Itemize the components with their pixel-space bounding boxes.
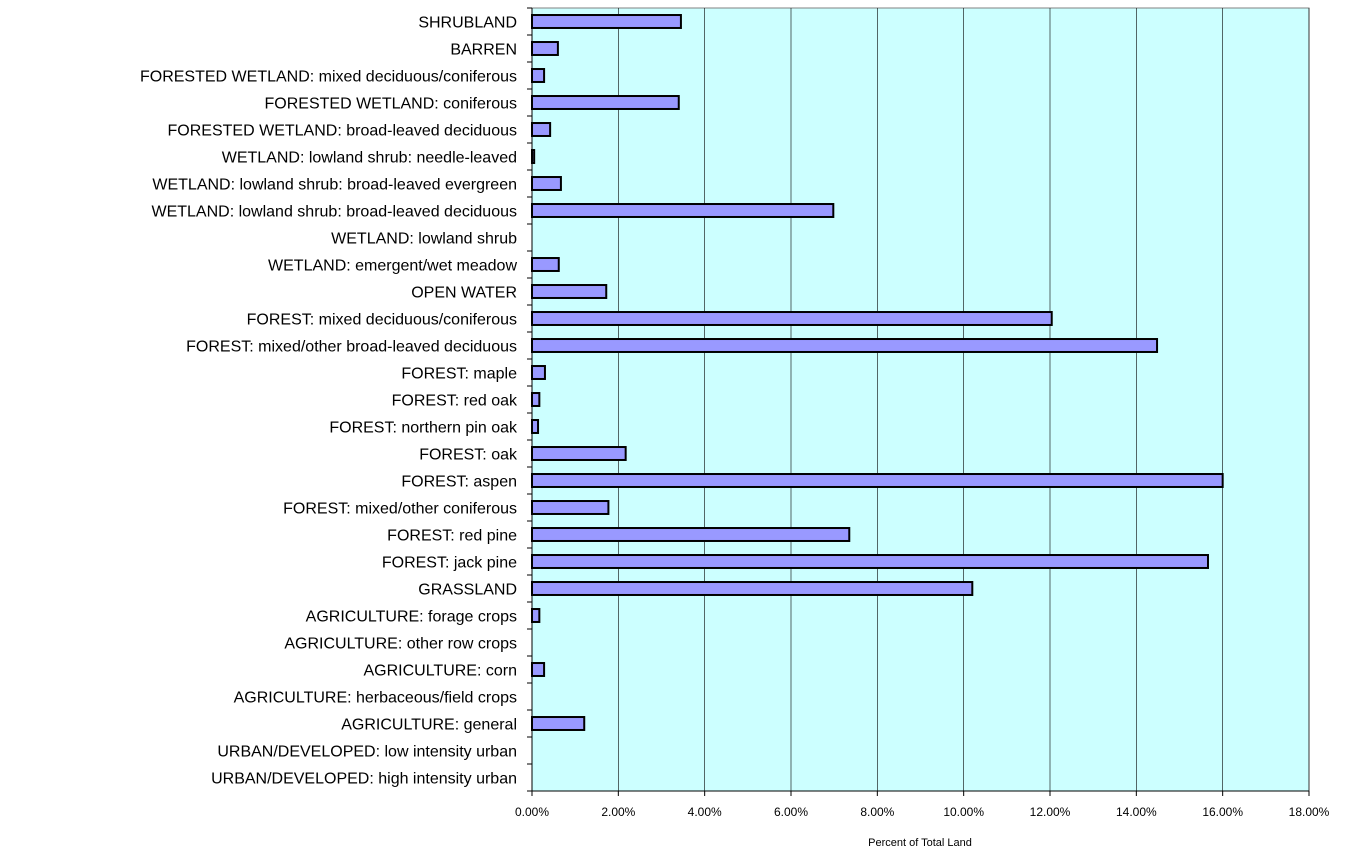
bar — [531, 338, 1159, 353]
category-label: URBAN/DEVELOPED: high intensity urban — [211, 771, 517, 788]
bar — [531, 446, 627, 461]
category-label: WETLAND: lowland shrub — [331, 231, 517, 248]
category-label: OPEN WATER — [411, 285, 517, 302]
bar — [531, 203, 835, 218]
category-label: FORESTED WETLAND: broad-leaved deciduous — [168, 123, 517, 140]
category-label: AGRICULTURE: herbaceous/field crops — [234, 690, 517, 707]
category-label: FOREST: maple — [401, 366, 517, 383]
category-label: FOREST: oak — [419, 447, 518, 464]
category-label: SHRUBLAND — [418, 15, 517, 32]
x-tick-label: 8.00% — [860, 805, 894, 819]
x-tick-label: 2.00% — [601, 805, 635, 819]
bar — [531, 473, 1224, 488]
bar — [531, 716, 586, 731]
category-label: WETLAND: lowland shrub: broad-leaved dec… — [151, 204, 517, 221]
category-label: AGRICULTURE: general — [341, 717, 517, 734]
bar — [531, 527, 851, 542]
bar — [531, 68, 546, 83]
category-label: WETLAND: lowland shrub: broad-leaved eve… — [152, 177, 517, 194]
x-axis-ticks — [531, 791, 1310, 796]
category-label: FOREST: northern pin oak — [329, 420, 518, 437]
x-tick-label: 6.00% — [774, 805, 808, 819]
x-tick-labels: 0.00% 2.00% 4.00% 6.00% 8.00% 10.00% 12.00% 14.… — [515, 805, 1330, 819]
bar — [531, 95, 680, 110]
bar — [531, 392, 541, 407]
category-label: AGRICULTURE: forage crops — [306, 609, 517, 626]
category-label: BARREN — [450, 42, 517, 59]
category-label: FOREST: jack pine — [382, 555, 517, 572]
bar — [531, 284, 608, 299]
bar — [531, 14, 682, 29]
x-tick-label: 16.00% — [1202, 805, 1243, 819]
x-tick-label: 0.00% — [515, 805, 549, 819]
category-label: WETLAND: emergent/wet meadow — [268, 258, 517, 275]
x-tick-label: 4.00% — [688, 805, 722, 819]
category-label: URBAN/DEVELOPED: low intensity urban — [217, 744, 517, 761]
category-label: FORESTED WETLAND: coniferous — [265, 96, 518, 113]
category-label: FOREST: mixed/other broad-leaved deciduo… — [186, 339, 517, 356]
bar — [531, 500, 610, 515]
x-tick-label: 18.00% — [1289, 805, 1330, 819]
category-label: WETLAND: lowland shrub: needle-leaved — [222, 150, 517, 167]
category-label: FOREST: red pine — [387, 528, 517, 545]
bar — [531, 176, 562, 191]
category-label: FOREST: aspen — [401, 474, 517, 491]
bar — [531, 311, 1053, 326]
category-label: GRASSLAND — [418, 582, 517, 599]
gridlines — [618, 8, 1310, 791]
category-label: FOREST: mixed/other coniferous — [283, 501, 517, 518]
x-axis-title: Percent of Total Land — [868, 837, 972, 849]
category-label: FOREST: red oak — [392, 393, 518, 410]
bar — [531, 662, 546, 677]
bar — [531, 608, 541, 623]
bar — [531, 122, 552, 137]
plot-area — [531, 7, 1310, 792]
bar — [531, 365, 546, 380]
category-label: AGRICULTURE: corn — [363, 663, 517, 680]
x-tick-label: 10.00% — [943, 805, 984, 819]
x-tick-label: 12.00% — [1030, 805, 1071, 819]
x-tick-label: 14.00% — [1116, 805, 1157, 819]
category-label: AGRICULTURE: other row crops — [284, 636, 517, 653]
bar — [531, 257, 560, 272]
category-label: FORESTED WETLAND: mixed deciduous/conife… — [140, 69, 517, 86]
bar — [531, 419, 540, 434]
bar — [531, 554, 1209, 569]
bar — [531, 581, 974, 596]
category-label: FOREST: mixed deciduous/coniferous — [247, 312, 517, 329]
category-labels: SHRUBLAND BARREN FORESTED WETLAND: mixed d… — [140, 15, 518, 788]
bar — [531, 41, 559, 56]
y-axis-ticks — [527, 7, 532, 792]
